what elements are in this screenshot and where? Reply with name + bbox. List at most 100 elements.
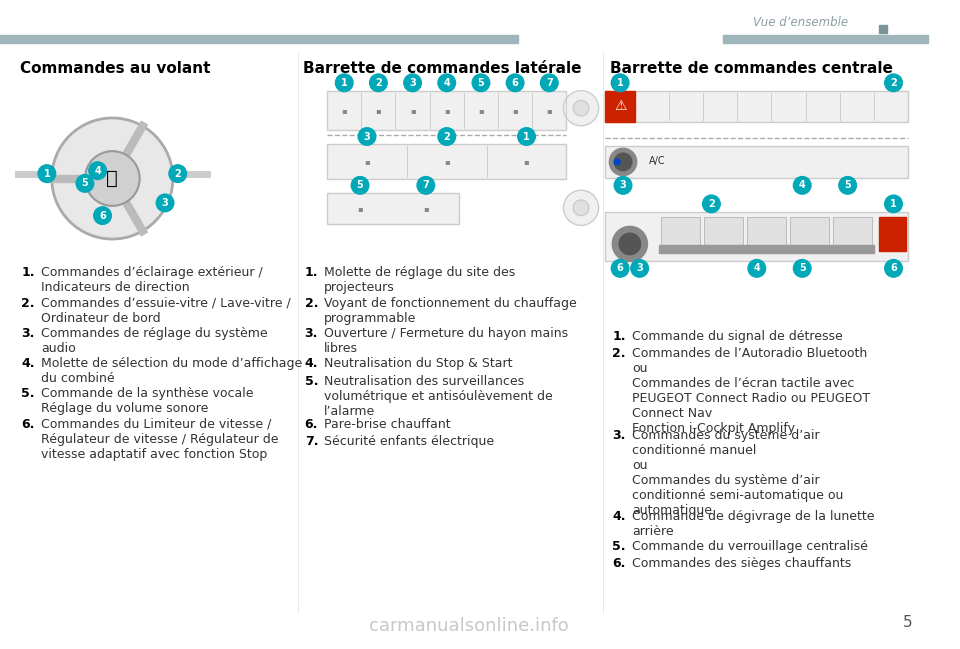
Text: Commandes d’essuie-vitre / Lave-vitre /
Ordinateur de bord: Commandes d’essuie-vitre / Lave-vitre / …: [41, 297, 291, 324]
Text: 2.: 2.: [304, 297, 318, 310]
Circle shape: [564, 190, 599, 225]
Circle shape: [76, 175, 94, 192]
Text: carmanualsonline.info: carmanualsonline.info: [369, 617, 568, 635]
Text: ▪: ▪: [478, 106, 484, 115]
Text: 5: 5: [844, 180, 851, 190]
Bar: [747, 217, 786, 246]
Text: ▪: ▪: [513, 106, 518, 115]
Text: 2: 2: [444, 132, 450, 141]
Text: 1.: 1.: [612, 330, 626, 343]
Circle shape: [156, 194, 174, 212]
Circle shape: [564, 91, 599, 126]
Text: Commandes du système d’air
conditionné manuel
ou
Commandes du système d’air
cond: Commandes du système d’air conditionné m…: [632, 428, 843, 517]
Text: 3: 3: [364, 132, 371, 141]
Circle shape: [472, 74, 490, 92]
Circle shape: [94, 207, 111, 225]
Text: 6: 6: [890, 263, 897, 273]
Text: 2: 2: [375, 78, 382, 88]
Text: Neutralisation du Stop & Start: Neutralisation du Stop & Start: [324, 357, 513, 370]
Text: 5: 5: [903, 615, 913, 630]
Circle shape: [404, 74, 421, 92]
Circle shape: [885, 195, 902, 213]
Text: ▪: ▪: [444, 106, 449, 115]
Text: 3: 3: [409, 78, 416, 88]
Text: 🦁: 🦁: [107, 169, 118, 188]
Text: 1.: 1.: [21, 266, 35, 280]
Text: Barrette de commandes latérale: Barrette de commandes latérale: [302, 61, 581, 77]
Text: Commandes de l’Autoradio Bluetooth
ou
Commandes de l’écran tactile avec
PEUGEOT : Commandes de l’Autoradio Bluetooth ou Co…: [632, 347, 870, 435]
Text: Commandes au volant: Commandes au volant: [19, 61, 210, 77]
Text: Commandes du Limiteur de vitesse /
Régulateur de vitesse / Régulateur de
vitesse: Commandes du Limiteur de vitesse / Régul…: [41, 418, 278, 461]
Bar: [606, 91, 908, 122]
Text: 5.: 5.: [304, 374, 318, 388]
Circle shape: [631, 260, 648, 277]
Bar: [0, 35, 517, 43]
Text: 7.: 7.: [304, 435, 318, 448]
Circle shape: [540, 74, 558, 92]
Text: ▪: ▪: [546, 106, 552, 115]
Text: Neutralisation des surveillances
volumétrique et antisóulèvement de
l’alarme: Neutralisation des surveillances volumét…: [324, 374, 553, 418]
Bar: [879, 25, 887, 33]
Text: A/C: A/C: [649, 156, 666, 166]
Bar: [606, 146, 908, 178]
Text: Molette de réglage du site des
projecteurs: Molette de réglage du site des projecteu…: [324, 266, 516, 295]
Text: 7: 7: [422, 180, 429, 190]
Text: 1: 1: [523, 132, 530, 141]
Text: ▪: ▪: [524, 157, 529, 166]
Text: Ouverture / Fermeture du hayon mains
libres: Ouverture / Fermeture du hayon mains lib…: [324, 327, 568, 355]
Bar: [661, 217, 700, 246]
Circle shape: [517, 128, 536, 145]
Text: 4.: 4.: [304, 357, 318, 370]
Text: Commandes d’éclairage extérieur /
Indicateurs de direction: Commandes d’éclairage extérieur / Indica…: [41, 266, 263, 295]
Text: 1: 1: [890, 199, 897, 209]
Circle shape: [38, 165, 56, 182]
Text: 4.: 4.: [21, 357, 35, 370]
Circle shape: [612, 260, 629, 277]
Text: 4: 4: [799, 180, 805, 190]
Text: ⚠: ⚠: [613, 99, 626, 113]
Text: 6.: 6.: [304, 418, 318, 431]
Text: Molette de sélection du mode d’affichage
du combiné: Molette de sélection du mode d’affichage…: [41, 357, 302, 386]
Circle shape: [438, 128, 456, 145]
Text: 2: 2: [708, 199, 715, 209]
Text: 1: 1: [341, 78, 348, 88]
Text: 6.: 6.: [612, 557, 626, 570]
Bar: [790, 217, 829, 246]
Circle shape: [793, 177, 811, 194]
Text: Commande du signal de détresse: Commande du signal de détresse: [632, 330, 843, 343]
Circle shape: [573, 101, 588, 116]
Circle shape: [358, 128, 375, 145]
Text: 3.: 3.: [21, 327, 35, 340]
Text: 1: 1: [616, 78, 623, 88]
Text: 4: 4: [94, 165, 101, 176]
Text: ▪: ▪: [423, 204, 429, 214]
Circle shape: [839, 177, 856, 194]
Circle shape: [619, 233, 640, 254]
Text: 3: 3: [619, 180, 627, 190]
Text: Barrette de commandes centrale: Barrette de commandes centrale: [611, 61, 893, 77]
Text: 1: 1: [43, 169, 50, 178]
Text: 2: 2: [890, 78, 897, 88]
Circle shape: [335, 74, 353, 92]
Text: 6: 6: [99, 211, 106, 221]
Circle shape: [612, 227, 647, 262]
Text: Pare-brise chauffant: Pare-brise chauffant: [324, 418, 451, 431]
Text: ▪: ▪: [364, 157, 370, 166]
Circle shape: [614, 177, 632, 194]
Text: 7: 7: [546, 78, 553, 88]
Text: 5: 5: [82, 178, 88, 188]
Circle shape: [89, 162, 107, 180]
Circle shape: [612, 74, 629, 92]
Text: 5: 5: [357, 180, 364, 190]
Text: ▪: ▪: [375, 106, 381, 115]
Circle shape: [438, 74, 456, 92]
Circle shape: [703, 195, 720, 213]
Text: 2.: 2.: [21, 297, 35, 310]
Text: ▪: ▪: [342, 106, 348, 115]
Circle shape: [84, 151, 139, 206]
Circle shape: [169, 165, 186, 182]
Text: 3: 3: [636, 263, 643, 273]
Text: 3.: 3.: [304, 327, 318, 340]
Bar: [327, 91, 566, 130]
Circle shape: [748, 260, 766, 277]
